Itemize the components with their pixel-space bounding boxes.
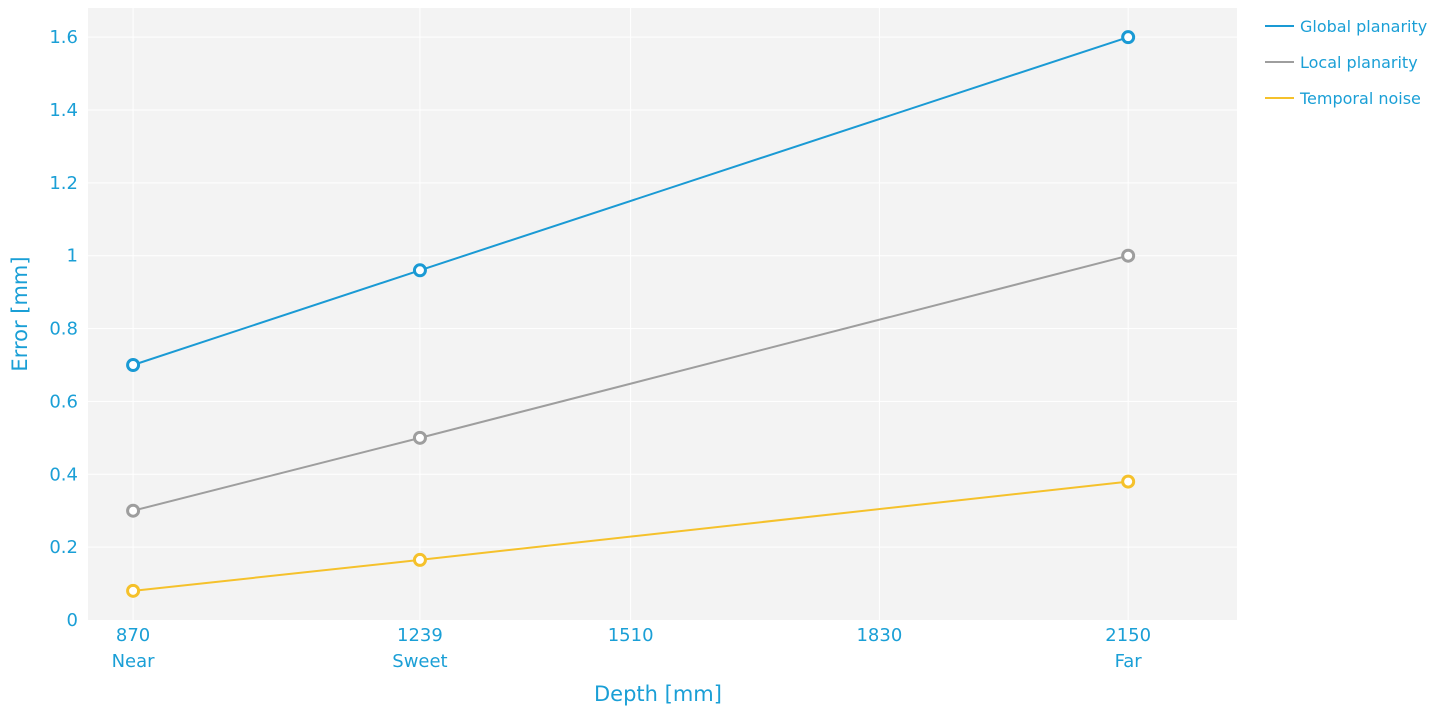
y-tick-label: 1 — [67, 246, 78, 267]
x-sub-label: Sweet — [392, 651, 447, 672]
data-point-global-planarity — [126, 358, 141, 372]
y-tick-label: 1.2 — [49, 173, 78, 194]
plot-background — [88, 8, 1237, 620]
y-axis-ticks: 0 0.2 0.4 0.6 0.8 1 1.2 1.4 1.6 — [49, 27, 78, 631]
x-tick-label: 1510 — [608, 625, 654, 646]
y-tick-label: 0.6 — [49, 391, 78, 412]
y-tick-label: 0.8 — [49, 319, 78, 340]
y-tick-label: 1.4 — [49, 100, 78, 121]
data-point-local-planarity — [412, 430, 427, 445]
series-layer — [126, 30, 1136, 598]
data-point-local-planarity — [126, 503, 141, 518]
y-tick-label: 0.2 — [49, 537, 78, 558]
y-tick-label: 1.6 — [49, 27, 78, 48]
x-tick-label: 1239 — [397, 625, 443, 646]
y-tick-label: 0 — [67, 610, 78, 631]
data-point-temporal-noise — [126, 583, 141, 598]
data-point-global-planarity — [1121, 30, 1136, 45]
data-point-local-planarity — [1121, 248, 1136, 263]
x-axis-title: Depth [mm] — [594, 682, 722, 706]
x-axis-ticks: 870 1239 1510 1830 2150 Near Sweet Far — [112, 625, 1151, 672]
data-point-global-planarity — [412, 263, 427, 278]
legend-label: Temporal noise — [1299, 89, 1421, 108]
data-point-temporal-noise — [1121, 474, 1136, 489]
x-tick-label: 1830 — [856, 625, 902, 646]
y-tick-label: 0.4 — [49, 464, 78, 485]
legend-label: Global planarity — [1300, 17, 1427, 36]
x-tick-label: 2150 — [1105, 625, 1151, 646]
x-sub-label: Near — [112, 651, 156, 672]
x-sub-label: Far — [1115, 651, 1143, 672]
legend-label: Local planarity — [1300, 53, 1418, 72]
x-tick-label: 870 — [116, 625, 150, 646]
legend: Global planarity Local planarity Temporal … — [1265, 17, 1427, 108]
data-point-temporal-noise — [412, 552, 427, 567]
y-axis-title: Error [mm] — [8, 256, 32, 371]
